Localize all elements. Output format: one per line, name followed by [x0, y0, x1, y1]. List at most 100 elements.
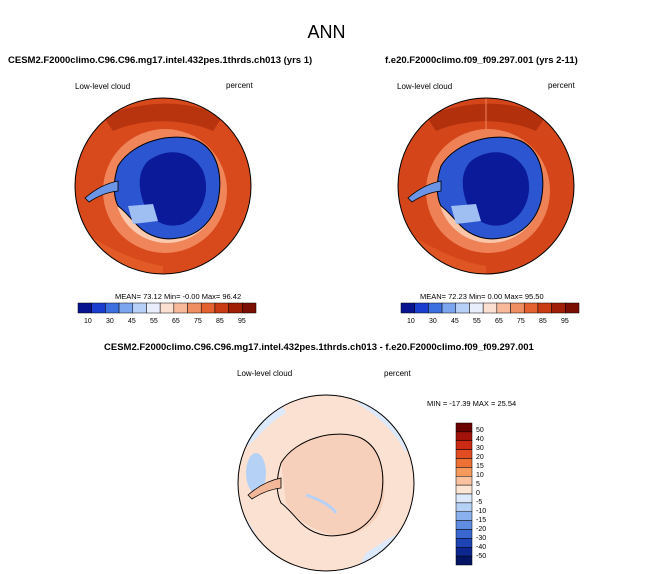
colorbar-swatch — [428, 302, 443, 314]
colorbar-tick-label: 65 — [172, 318, 180, 325]
colorbar-tick-label: 65 — [495, 318, 503, 325]
colorbar-tick-label: 75 — [194, 318, 202, 325]
colorbar-swatch — [455, 538, 473, 548]
colorbar-swatch — [159, 302, 175, 314]
colorbar-tick-label: -20 — [476, 526, 487, 533]
colorbar-tick-label: 30 — [106, 318, 114, 325]
colorbar-swatch — [242, 302, 257, 314]
colorbar-swatch — [565, 302, 580, 314]
colorbar-tick-label: 30 — [476, 445, 484, 452]
colorbar-tick-label: -10 — [476, 508, 487, 515]
colorbar-tick-label: 55 — [150, 318, 158, 325]
colorbar-swatch — [455, 422, 473, 433]
colorbar-tick-label: 85 — [216, 318, 224, 325]
negative-anomaly — [305, 493, 338, 514]
colorbar-swatch — [455, 547, 473, 557]
colorbar-tick-label: 50 — [476, 427, 484, 434]
panel-1-polar-map — [74, 97, 252, 275]
panel-2-stats: MEAN= 72.23 Min= 0.00 Max= 95.50 — [420, 292, 544, 301]
antarctica-coastline — [276, 433, 384, 537]
antarctic-peninsula — [407, 180, 442, 203]
colorbar-swatch — [455, 529, 473, 539]
colorbar-tick-label: 95 — [238, 318, 246, 325]
colorbar-swatch — [455, 458, 473, 468]
colorbar-swatch — [455, 449, 473, 459]
colorbar-tick-label: 45 — [451, 318, 459, 325]
colorbar-tick-label: -40 — [476, 544, 487, 551]
colorbar-swatch — [132, 302, 147, 314]
colorbar-swatch — [228, 302, 243, 314]
colorbar-tick-label: 0 — [476, 490, 480, 497]
map-border — [397, 97, 575, 275]
colorbar-tick-label: 10 — [84, 318, 92, 325]
panel-1-colorbar — [77, 302, 257, 314]
panel-2-polar-map — [397, 97, 575, 275]
colorbar-swatch — [455, 520, 473, 530]
high-cloud-band — [103, 103, 223, 131]
colorbar-swatch — [441, 302, 457, 314]
panel-3-title: CESM2.F2000climo.C96.C96.mg17.intel.432p… — [104, 342, 534, 353]
panel-1-colorbar-labels: 10 30 45 55 65 75 85 95 — [76, 318, 258, 328]
colorbar-swatch — [469, 302, 484, 314]
antarctic-peninsula — [247, 477, 282, 500]
colorbar-tick-label: 20 — [476, 454, 484, 461]
colorbar-swatch — [455, 484, 473, 495]
colorbar-swatch — [455, 511, 473, 521]
panel-1-units-label: percent — [226, 81, 253, 90]
colorbar-swatch — [455, 302, 470, 314]
colorbar-swatch — [482, 302, 498, 314]
colorbar-tick-label: 15 — [476, 463, 484, 470]
colorbar-tick-label: -15 — [476, 517, 487, 524]
panel-3-stats: MIN = -17.39 MAX = 25.54 — [427, 399, 517, 408]
colorbar-swatch — [537, 302, 552, 314]
colorbar-swatch — [496, 302, 511, 314]
colorbar-swatch — [173, 302, 188, 314]
panel-1-variable-label: Low-level cloud — [75, 82, 131, 91]
colorbar-tick-label: 55 — [473, 318, 481, 325]
colorbar-swatch — [77, 302, 92, 314]
panel-1-stats: MEAN= 73.12 Min= -0.00 Max= 96.42 — [115, 292, 242, 301]
colorbar-swatch — [146, 302, 161, 314]
colorbar-tick-label: 30 — [429, 318, 437, 325]
colorbar-swatch — [455, 476, 473, 486]
colorbar-swatch — [105, 302, 120, 314]
panel-2-colorbar-labels: 10 30 45 55 65 75 85 95 — [399, 318, 581, 328]
colorbar-swatch — [91, 302, 106, 314]
figure-title: ANN — [307, 22, 346, 42]
colorbar-tick-label: -30 — [476, 535, 487, 542]
colorbar-swatch — [510, 302, 525, 314]
ice-shelf — [128, 204, 158, 224]
panel-3-variable-label: Low-level cloud — [237, 369, 293, 378]
colorbar-swatch — [400, 302, 415, 314]
colorbar-swatch — [455, 502, 473, 512]
continental-anomaly — [281, 434, 385, 536]
colorbar-swatch — [551, 302, 566, 314]
colorbar-tick-label: 75 — [517, 318, 525, 325]
panel-2-colorbar — [400, 302, 580, 314]
colorbar-swatch — [414, 302, 429, 314]
colorbar-tick-label: -50 — [476, 553, 487, 560]
colorbar-tick-label: 45 — [128, 318, 136, 325]
colorbar-tick-label: 5 — [476, 481, 480, 488]
colorbar-swatch — [187, 302, 202, 314]
panel-3-colorbar — [455, 422, 473, 566]
colorbar-swatch — [455, 440, 473, 450]
colorbar-tick-label: 85 — [539, 318, 547, 325]
panel-1-title: CESM2.F2000climo.C96.C96.mg17.intel.432p… — [8, 55, 313, 66]
map-border — [74, 97, 252, 275]
east-antarctic-plateau — [462, 152, 530, 226]
colorbar-tick-label: 10 — [476, 472, 484, 479]
panel-2-units-label: percent — [548, 81, 575, 90]
panel-3-units-label: percent — [384, 369, 411, 378]
panel-3-polar-map — [237, 394, 415, 572]
colorbar-swatch — [455, 467, 473, 477]
colorbar-tick-label: 10 — [407, 318, 415, 325]
colorbar-tick-label: 40 — [476, 436, 484, 443]
east-antarctic-plateau — [139, 152, 207, 226]
colorbar-swatch — [455, 555, 473, 566]
colorbar-swatch — [523, 302, 539, 314]
map-border — [237, 394, 415, 572]
colorbar-swatch — [200, 302, 216, 314]
colorbar-tick-label: -5 — [476, 499, 483, 506]
antarctic-peninsula — [84, 180, 119, 203]
